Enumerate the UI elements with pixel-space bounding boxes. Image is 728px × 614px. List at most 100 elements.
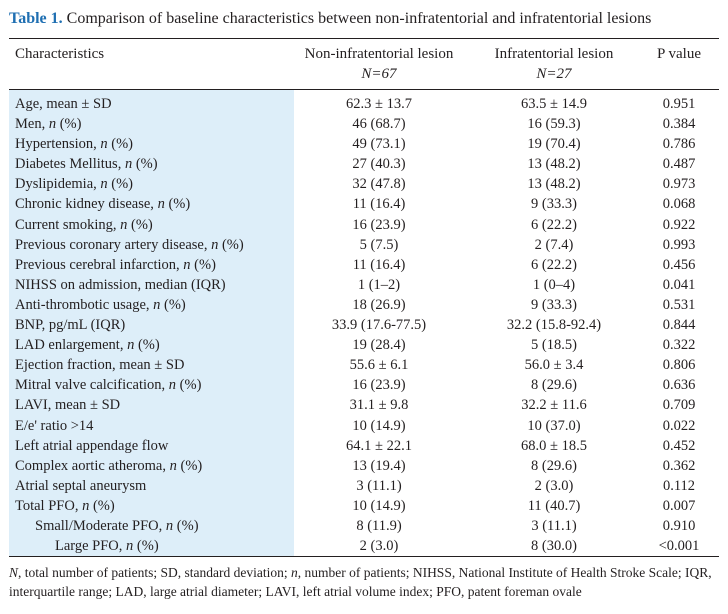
row-label-italic: n (165, 517, 174, 534)
non-infratentorial-value: 27 (40.3) (352, 156, 406, 173)
p-value: 0.531 (662, 296, 696, 313)
row-label-text: E/e' ratio >14 (15, 417, 94, 434)
row-label-italic: n (100, 176, 108, 193)
p-value: 0.806 (662, 357, 696, 374)
infratentorial-value: 32.2 ± 11.6 (521, 397, 587, 414)
non-infratentorial-value: 33.9 (17.6-77.5) (331, 317, 427, 334)
row-label-italic: n (183, 256, 191, 273)
infratentorial-value: 16 (59.3) (527, 116, 581, 133)
p-value: 0.636 (662, 377, 696, 394)
row-label-text: Previous coronary artery disease, (15, 236, 212, 253)
row-label: Anti-thrombotic usage, n (%) (15, 295, 186, 315)
non-infratentorial-value: 11 (16.4) (352, 256, 406, 273)
row-label-suffix: (%) (164, 196, 191, 213)
p-value: 0.322 (662, 337, 696, 354)
row-label: Complex aortic atheroma, n (%) (15, 456, 202, 476)
infratentorial-value: 2 (7.4) (534, 236, 574, 253)
p-value: 0.456 (662, 256, 696, 273)
row-label: Previous cerebral infarction, n (%) (15, 255, 216, 275)
row-label-italic: n (153, 296, 161, 313)
row-label: Men, n (%) (15, 114, 81, 134)
row-label-suffix: (%) (133, 538, 159, 555)
row-label-text: Ejection fraction, mean ± SD (15, 357, 185, 374)
p-value: 0.709 (662, 397, 696, 414)
non-infratentorial-value: 10 (14.9) (352, 417, 406, 434)
table-footnote: N, total number of patients; SD, standar… (9, 563, 721, 601)
infratentorial-value: 9 (33.3) (531, 196, 577, 213)
table-row: Current smoking, n (%) 16 (23.9) 6 (22.2) 0… (9, 215, 719, 235)
table-row: Diabetes Mellitus, n (%) 27 (40.3) 13 (48.… (9, 154, 719, 174)
row-label: Current smoking, n (%) (15, 215, 153, 235)
infratentorial-value: 5 (18.5) (531, 337, 577, 354)
p-value: 0.362 (662, 457, 696, 474)
row-label: Ejection fraction, mean ± SD (15, 355, 184, 375)
row-label-text: Atrial septal aneurysm (15, 477, 147, 494)
infratentorial-value: 8 (29.6) (531, 457, 577, 474)
p-value: <0.001 (658, 538, 700, 555)
table-row: Mitral valve calcification, n (%) 16 (23.… (9, 375, 719, 395)
row-label-suffix: (%) (176, 457, 203, 474)
row-label: Large PFO, n (%) (55, 536, 159, 556)
row-label-text: Current smoking, (15, 216, 121, 233)
non-infratentorial-value: 46 (68.7) (352, 116, 406, 133)
non-infratentorial-value: 19 (28.4) (352, 337, 406, 354)
header-non-infratentorial-n: N=67 (361, 66, 397, 82)
table-caption-label: Table 1. (9, 10, 63, 27)
p-value: 0.844 (662, 317, 696, 334)
row-label: LAVI, mean ± SD (15, 395, 120, 415)
non-infratentorial-value: 49 (73.1) (352, 136, 406, 153)
non-infratentorial-value: 32 (47.8) (352, 176, 406, 193)
row-label: BNP, pg/mL (IQR) (15, 315, 125, 335)
row-label-text: Complex aortic atheroma, (15, 457, 170, 474)
row-label-italic: n (168, 377, 177, 394)
row-label-text: NIHSS on admission, median (IQR) (15, 276, 226, 293)
non-infratentorial-value: 13 (19.4) (352, 457, 406, 474)
p-value: 0.993 (662, 236, 696, 253)
table-row: Ejection fraction, mean ± SD 55.6 ± 6.1 56… (9, 355, 719, 375)
row-label-text: Total PFO, (15, 497, 83, 514)
non-infratentorial-value: 64.1 ± 22.1 (346, 437, 412, 454)
table-row: Hypertension, n (%) 49 (73.1) 19 (70.4) 0.7… (9, 134, 719, 154)
infratentorial-value: 10 (37.0) (527, 417, 581, 434)
row-label-suffix: (%) (134, 337, 160, 354)
row-label-text: Large PFO, (55, 538, 127, 555)
row-label-suffix: (%) (127, 216, 153, 233)
table-row: E/e' ratio >14 10 (14.9) 10 (37.0) 0.022 (9, 416, 719, 436)
footnote-n-lower: n (290, 565, 298, 580)
non-infratentorial-value: 16 (23.9) (352, 216, 406, 233)
row-label-suffix: (%) (176, 377, 202, 394)
non-infratentorial-value: 18 (26.9) (352, 296, 406, 313)
table-row: Previous cerebral infarction, n (%) 11 (1… (9, 255, 719, 275)
row-label-text: Dyslipidemia, (15, 176, 101, 193)
p-value: 0.922 (662, 216, 696, 233)
non-infratentorial-value: 55.6 ± 6.1 (349, 357, 409, 374)
table-row: LAD enlargement, n (%) 19 (28.4) 5 (18.5) 0… (9, 335, 719, 355)
header-non-infratentorial-label: Non-infratentorial lesion (304, 46, 454, 62)
infratentorial-value: 68.0 ± 18.5 (521, 437, 587, 454)
row-label-text: LAD enlargement, (15, 337, 128, 354)
row-label-text: BNP, pg/mL (IQR) (15, 317, 126, 334)
infratentorial-value: 63.5 ± 14.9 (521, 96, 587, 112)
non-infratentorial-value: 11 (16.4) (352, 196, 406, 213)
row-label-suffix: (%) (89, 497, 115, 514)
row-label-italic: n (127, 337, 135, 354)
row-label: Total PFO, n (%) (15, 496, 115, 516)
row-label-text: Small/Moderate PFO, (35, 517, 166, 534)
table-caption: Table 1. Comparison of baseline characte… (9, 9, 725, 29)
row-label-suffix: (%) (190, 256, 216, 273)
baseline-characteristics-table: Characteristics Non-infratentorial lesio… (9, 38, 719, 557)
header-non-infratentorial: Non-infratentorial lesion N=67 (294, 44, 464, 84)
p-value: 0.452 (662, 437, 696, 454)
non-infratentorial-value: 62.3 ± 13.7 (346, 96, 412, 112)
non-infratentorial-value: 5 (7.5) (359, 236, 399, 253)
infratentorial-value: 8 (30.0) (531, 538, 577, 555)
p-value: 0.487 (662, 156, 696, 173)
p-value: 0.022 (662, 417, 696, 434)
table-row: Dyslipidemia, n (%) 32 (47.8) 13 (48.2) 0.9… (9, 174, 719, 194)
row-label: E/e' ratio >14 (15, 416, 93, 436)
row-label: Previous coronary artery disease, n (%) (15, 235, 244, 255)
row-label: Chronic kidney disease, n (%) (15, 194, 190, 214)
p-value: 0.973 (662, 176, 696, 193)
table-row: NIHSS on admission, median (IQR) 1 (1–2) 1… (9, 275, 719, 295)
row-label-italic: n (100, 136, 108, 153)
